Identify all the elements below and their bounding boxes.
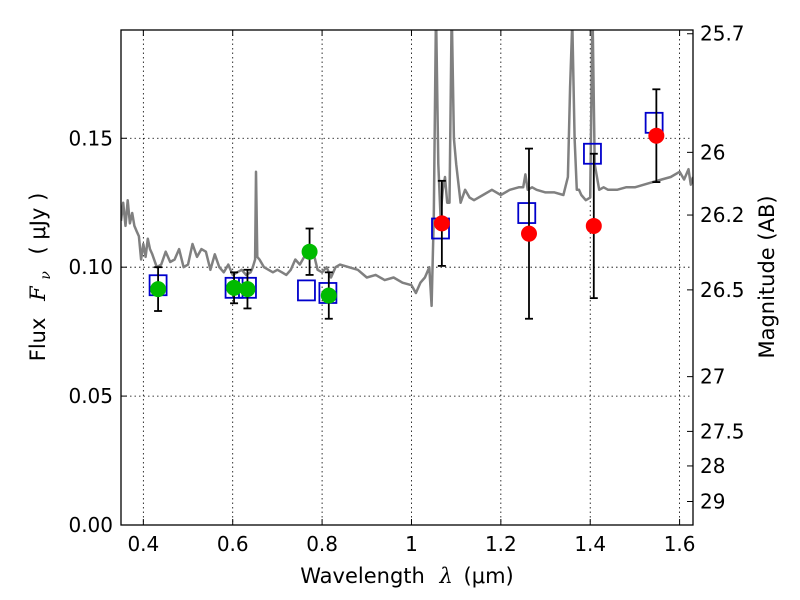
y-tick-label: 0.00 [68, 513, 113, 537]
y-axis-label-var: F [26, 285, 50, 302]
y2-tick-label: 26.2 [700, 203, 745, 227]
x-tick-label: 1.6 [664, 532, 696, 556]
optical-detection-point [301, 243, 318, 260]
plot-background [121, 30, 693, 525]
nir-detection-point [648, 127, 665, 144]
nir-detection-point [433, 215, 450, 232]
x-tick-label: 0.6 [217, 532, 249, 556]
y-tick-label: 0.05 [68, 384, 113, 408]
x-axis-label-unit: (μm) [464, 564, 514, 588]
model-photometry-square [583, 142, 602, 165]
x-tick-label: 0.4 [127, 532, 159, 556]
y-axis-label-sub: ν [38, 271, 54, 280]
x-axis-label: Wavelength λ (μm) [300, 564, 513, 588]
y2-tick-label: 29 [700, 489, 725, 513]
y2-tick-label: 28 [700, 454, 725, 478]
x-axis-label-var: λ [439, 564, 453, 588]
x-tick-label: 1 [405, 532, 418, 556]
x-axis-label-prefix: Wavelength [300, 564, 425, 588]
y2-tick-label: 26 [700, 140, 725, 164]
y2-tick-label: 26.5 [700, 278, 745, 302]
y-tick-label: 0.10 [68, 255, 113, 279]
y2-tick-label: 27.5 [700, 419, 745, 443]
x-tick-label: 1.4 [574, 532, 606, 556]
y-tick-label: 0.15 [68, 126, 113, 150]
y2-tick-label: 27 [700, 365, 725, 389]
nir-detection-point [585, 217, 602, 234]
x-tick-label: 1.2 [485, 532, 517, 556]
y-axis-label-unit: ( μJy ) [26, 193, 50, 255]
optical-detection-point [239, 281, 256, 298]
y2-tick-label: 25.7 [700, 22, 745, 46]
y-axis-label: Flux F ν ( μJy ) [26, 193, 55, 362]
y-axis-label-prefix: Flux [26, 318, 50, 362]
optical-detection-point [226, 279, 243, 296]
plot-frame [120, 29, 694, 526]
spectrum-line [121, 30, 693, 308]
optical-detection-point [320, 287, 337, 304]
optical-detection-point [150, 281, 167, 298]
error-bars [150, 88, 665, 320]
x-tick-label: 0.8 [306, 532, 338, 556]
axis-ticks: 0.4 0.6 0.8 1 1.2 1.4 1.6 0.00 0.05 0.10 0.15 25.7 2… [68, 22, 744, 556]
model-photometry-square [517, 202, 537, 224]
secondary-y-axis-label: Magnitude (AB) [755, 195, 779, 358]
nir-detection-point [520, 225, 537, 242]
model-photometry-square [297, 279, 316, 302]
